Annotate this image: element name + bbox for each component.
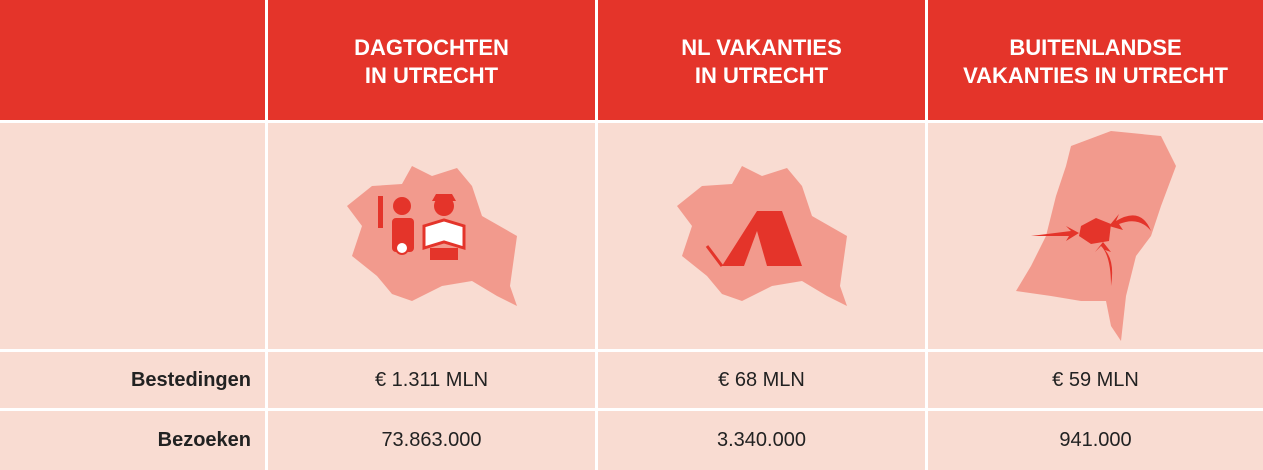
value-cell: 3.340.000 [598, 411, 925, 470]
utrecht-day-trip-icon [346, 166, 517, 306]
header-line: VAKANTIES IN UTRECHT [963, 63, 1228, 88]
header-line: IN UTRECHT [694, 63, 829, 88]
row-label: Bezoeken [0, 411, 265, 470]
icon-cell [598, 123, 925, 349]
netherlands-icon [1015, 131, 1176, 341]
icon-cell [268, 123, 595, 349]
header-empty [0, 0, 265, 120]
value-cell: 941.000 [928, 411, 1263, 470]
value-cell: € 68 MLN [598, 352, 925, 408]
header-cell: NL VAKANTIES IN UTRECHT [598, 0, 925, 120]
header-line: DAGTOCHTEN [354, 35, 509, 60]
header-line: NL VAKANTIES [681, 35, 842, 60]
header-line: IN UTRECHT [364, 63, 499, 88]
icon-empty [0, 123, 265, 349]
header-line: BUITENLANDSE [1009, 35, 1182, 60]
icon-cell [928, 123, 1263, 349]
header-cell: BUITENLANDSE VAKANTIES IN UTRECHT [928, 0, 1263, 120]
value-cell: 73.863.000 [268, 411, 595, 470]
header-cell: DAGTOCHTEN IN UTRECHT [268, 0, 595, 120]
row-label: Bestedingen [0, 352, 265, 408]
utrecht-tent-icon [676, 166, 847, 306]
value-cell: € 59 MLN [928, 352, 1263, 408]
value-cell: € 1.311 MLN [268, 352, 595, 408]
